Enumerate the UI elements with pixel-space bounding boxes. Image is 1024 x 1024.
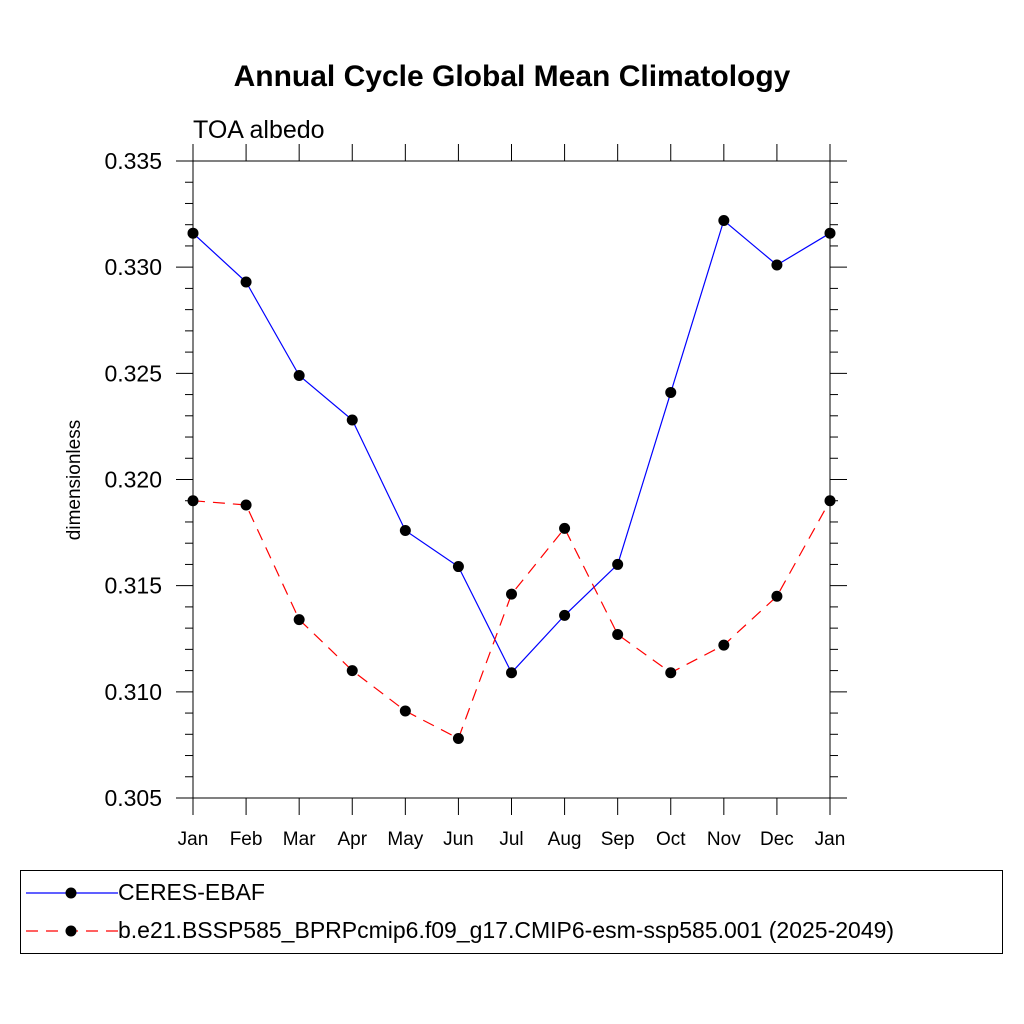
data-point-series-0 — [346, 414, 358, 426]
x-tick-label: May — [387, 829, 423, 850]
data-point-series-0 — [187, 227, 199, 239]
x-tick-label: Jan — [178, 829, 209, 850]
plot-frame — [192, 160, 831, 799]
data-point-series-1 — [824, 495, 836, 507]
y-tick-label: 0.315 — [104, 573, 162, 599]
y-tick-label: 0.330 — [104, 254, 162, 280]
data-point-series-1 — [240, 499, 252, 511]
legend-swatch-ceres-marker — [65, 887, 77, 899]
data-point-series-0 — [771, 259, 783, 271]
y-tick-label: 0.335 — [104, 148, 162, 174]
chart-subtitle: TOA albedo — [193, 116, 325, 144]
x-tick-label: Jan — [815, 829, 846, 850]
data-point-series-0 — [506, 667, 517, 679]
x-tick-label: Feb — [230, 829, 263, 850]
y-tick-label: 0.305 — [104, 785, 162, 811]
x-tick-label: Nov — [707, 829, 741, 850]
data-point-series-1 — [293, 614, 305, 626]
data-point-series-1 — [452, 733, 464, 745]
legend-label-model: b.e21.BSSP585_BPRPcmip6.f09_g17.CMIP6-es… — [118, 917, 895, 943]
data-point-series-0 — [612, 558, 624, 570]
y-tick-label: 0.310 — [104, 679, 162, 705]
data-point-series-1 — [187, 495, 199, 507]
data-point-series-0 — [718, 214, 730, 226]
data-point-series-0 — [240, 276, 252, 288]
series-line-1 — [192, 500, 831, 740]
x-tick-label: Apr — [337, 829, 367, 850]
y-tick-label: 0.320 — [104, 467, 162, 493]
x-tick-label: Aug — [548, 829, 582, 850]
x-tick-label: Dec — [760, 829, 794, 850]
x-tick-label: Jun — [443, 829, 474, 850]
data-point-series-1 — [665, 667, 677, 679]
x-tick-label: Sep — [601, 829, 635, 850]
data-point-series-0 — [824, 227, 836, 239]
data-point-series-0 — [559, 609, 571, 621]
data-point-series-1 — [718, 639, 730, 651]
y-axis-label: dimensionless — [64, 419, 85, 541]
data-point-series-0 — [665, 386, 677, 398]
data-point-series-1 — [771, 590, 783, 602]
legend-swatches — [26, 887, 118, 937]
y-tick-label: 0.325 — [104, 360, 162, 386]
legend: CERES-EBAF b.e21.BSSP585_BPRPcmip6.f09_g… — [20, 870, 1003, 954]
data-point-series-1 — [399, 705, 411, 717]
data-point-series-0 — [452, 561, 464, 573]
legend-label-ceres: CERES-EBAF — [118, 879, 265, 905]
data-point-series-1 — [612, 629, 624, 641]
data-point-series-0 — [399, 524, 411, 536]
x-tick-label: Oct — [656, 829, 686, 850]
data-point-series-1 — [346, 665, 358, 677]
data-point-series-1 — [559, 522, 571, 534]
data-point-series-0 — [293, 369, 305, 381]
x-tick-label: Jul — [499, 829, 523, 850]
x-tick-label: Mar — [283, 829, 316, 850]
series-line-0 — [192, 219, 831, 674]
data-point-series-1 — [506, 588, 517, 600]
chart-title: Annual Cycle Global Mean Climatology — [233, 60, 791, 93]
legend-swatch-model-marker — [65, 925, 77, 937]
